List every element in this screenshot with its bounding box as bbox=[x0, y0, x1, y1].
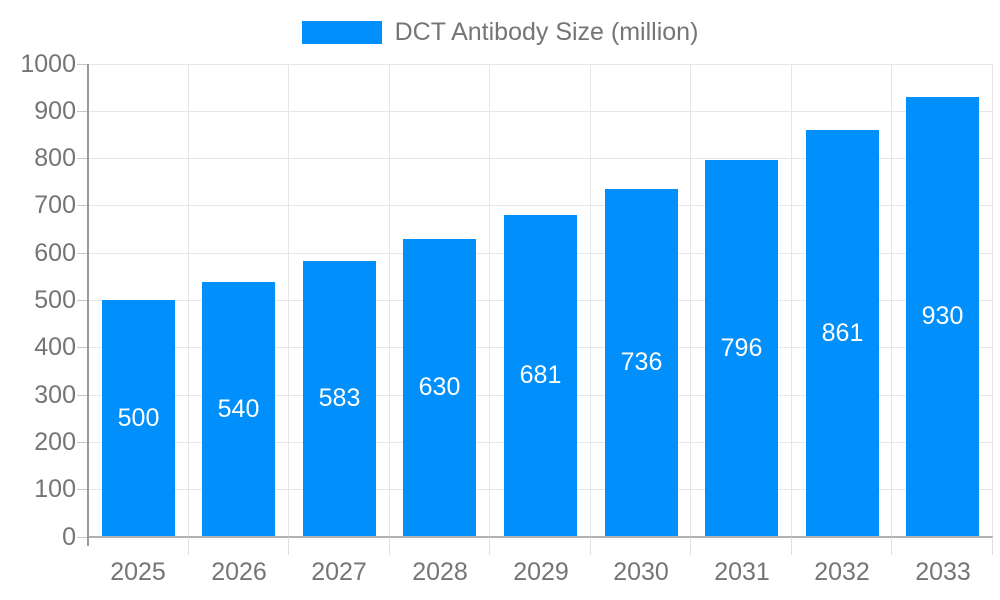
bar: 930 bbox=[906, 97, 979, 537]
plot-area: 500 540 583 630 681 736 796 861 930 bbox=[88, 63, 993, 538]
y-axis-label: 200 bbox=[34, 428, 76, 456]
y-axis-tick bbox=[77, 489, 87, 491]
y-axis-tick bbox=[77, 110, 87, 112]
x-axis-tick bbox=[992, 537, 993, 555]
x-axis-tick bbox=[891, 537, 892, 555]
y-axis-label: 100 bbox=[34, 475, 76, 503]
gridline-vertical bbox=[489, 64, 490, 537]
x-axis-label: 2027 bbox=[311, 558, 367, 586]
x-axis-label: 2033 bbox=[915, 558, 971, 586]
y-axis-label: 400 bbox=[34, 333, 76, 361]
y-axis-tick bbox=[77, 252, 87, 254]
y-axis-line bbox=[87, 64, 89, 546]
x-axis-tick bbox=[791, 537, 792, 555]
y-axis-label: 1000 bbox=[20, 50, 76, 78]
gridline-vertical bbox=[791, 64, 792, 537]
y-axis-label: 600 bbox=[34, 239, 76, 267]
bar-value-label: 583 bbox=[318, 384, 361, 412]
gridline-horizontal bbox=[88, 158, 993, 160]
gridline-vertical bbox=[590, 64, 591, 537]
x-axis-label: 2026 bbox=[211, 558, 267, 586]
bar-value-label: 540 bbox=[217, 395, 260, 423]
x-axis-label: 2032 bbox=[814, 558, 870, 586]
y-axis-tick bbox=[77, 300, 87, 301]
y-axis-tick bbox=[77, 394, 87, 396]
y-axis-label: 0 bbox=[62, 523, 76, 551]
gridline-vertical bbox=[389, 64, 390, 537]
x-axis-tick bbox=[590, 537, 591, 555]
x-axis-tick bbox=[389, 537, 390, 555]
gridline-vertical bbox=[690, 64, 691, 537]
y-axis-tick bbox=[77, 347, 87, 349]
bar-value-label: 796 bbox=[720, 334, 763, 362]
x-axis-label: 2030 bbox=[613, 558, 669, 586]
gridline-vertical bbox=[992, 64, 993, 537]
gridline-horizontal bbox=[88, 63, 993, 65]
bar: 796 bbox=[705, 160, 778, 537]
bar-value-label: 681 bbox=[519, 361, 562, 389]
bar: 736 bbox=[605, 189, 678, 537]
legend-label: DCT Antibody Size (million) bbox=[394, 18, 699, 46]
x-axis-tick bbox=[690, 537, 691, 555]
y-axis-label: 700 bbox=[34, 191, 76, 219]
y-axis-tick bbox=[77, 536, 87, 538]
gridline-vertical bbox=[288, 64, 289, 537]
gridline-horizontal bbox=[88, 110, 993, 112]
x-axis-label: 2028 bbox=[412, 558, 468, 586]
legend-swatch bbox=[301, 21, 382, 44]
y-axis-label: 800 bbox=[34, 144, 76, 172]
legend[interactable]: DCT Antibody Size (million) bbox=[0, 18, 1000, 47]
y-axis-tick bbox=[77, 205, 87, 207]
y-axis-tick bbox=[77, 441, 87, 443]
gridline-horizontal bbox=[88, 205, 993, 207]
gridline-vertical bbox=[891, 64, 892, 537]
bar-value-label: 861 bbox=[821, 319, 864, 347]
bar-value-label: 930 bbox=[921, 302, 964, 330]
bar: 583 bbox=[303, 261, 376, 537]
x-axis-baseline bbox=[88, 536, 993, 538]
y-axis-tick bbox=[77, 63, 87, 65]
bar: 500 bbox=[102, 300, 175, 537]
y-axis-label: 900 bbox=[34, 97, 76, 125]
bar-value-label: 736 bbox=[620, 348, 663, 376]
x-axis-tick bbox=[288, 537, 289, 555]
bar: 681 bbox=[504, 215, 577, 537]
y-axis-tick bbox=[77, 158, 87, 160]
bar: 630 bbox=[403, 239, 476, 537]
gridline-vertical bbox=[188, 64, 189, 537]
x-axis-label: 2025 bbox=[110, 558, 166, 586]
y-axis-label: 300 bbox=[34, 381, 76, 409]
y-axis-label: 500 bbox=[34, 286, 76, 314]
bar: 861 bbox=[806, 130, 879, 537]
x-axis-tick bbox=[188, 537, 189, 555]
bar: 540 bbox=[202, 282, 275, 537]
x-axis-label: 2031 bbox=[714, 558, 770, 586]
x-axis-tick bbox=[489, 537, 490, 555]
x-axis-label: 2029 bbox=[513, 558, 569, 586]
bar-value-label: 500 bbox=[117, 404, 160, 432]
bar-value-label: 630 bbox=[418, 373, 461, 401]
